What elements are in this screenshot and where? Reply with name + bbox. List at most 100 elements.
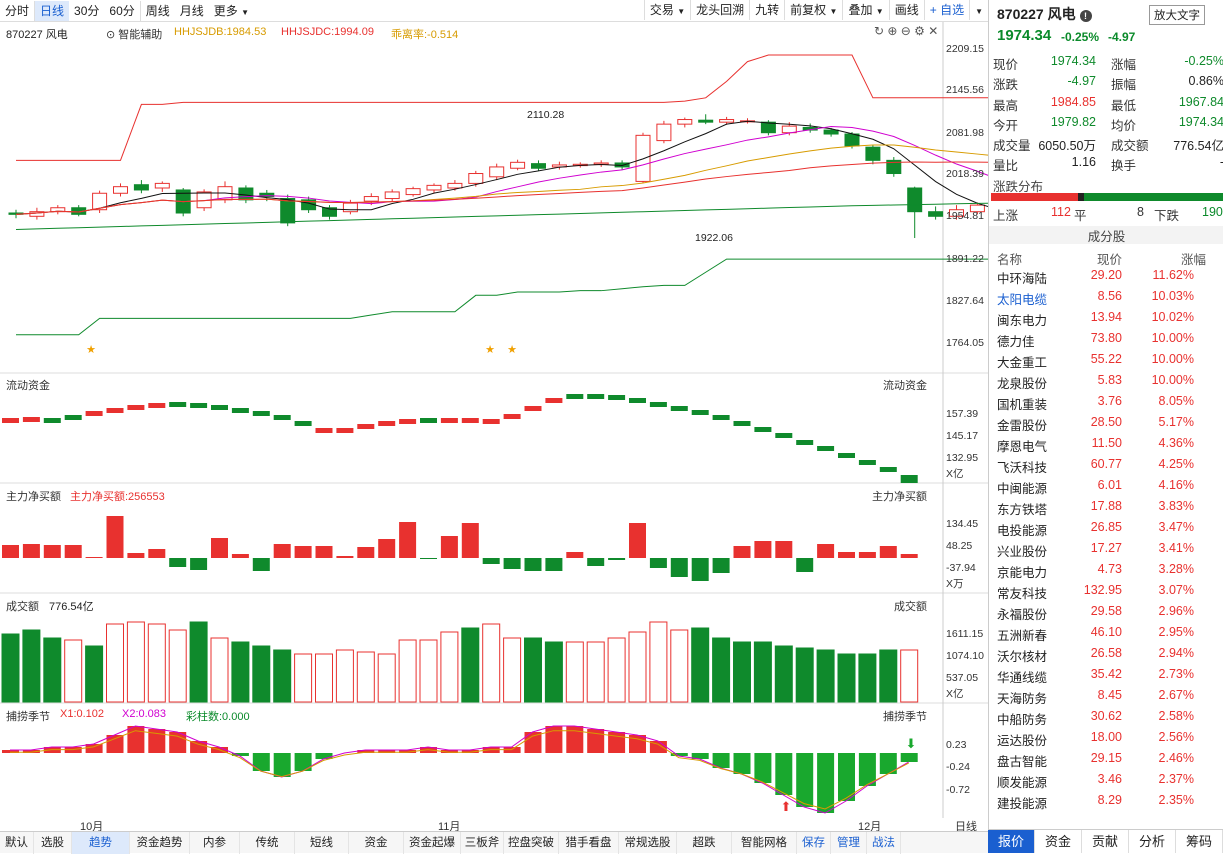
flow-bar [587,394,605,399]
tab-intraday[interactable]: 分时 [5,3,30,18]
smart-assist-toggle[interactable]: ⊙ 智能辅助 [106,26,162,42]
flow-bar [252,411,270,416]
list-item[interactable]: 电投能源 26.85 3.47% [989,518,1223,539]
bottom-tabs: 默认 选股 趋势 资金趋势 内参 传统 短线 资金 资金起爆 三板斧 控盘突破 猎手看盘 常规选股 超跌智… [0,831,988,854]
tab-daily[interactable]: 日线 [34,0,70,21]
right-tab[interactable]: 筹码 [1176,830,1223,853]
component-pct: 3.07% [1158,583,1194,597]
bottom-tab[interactable]: 常规选股 [619,832,677,854]
amount-bar [440,631,459,703]
right-tab[interactable]: 分析 [1129,830,1176,853]
info-icon[interactable]: ! [1079,10,1092,22]
bottom-tab[interactable]: 默认 [0,832,34,854]
list-item[interactable]: 天海防务 8.45 2.67% [989,686,1223,707]
quote-value: 1.16 [1071,155,1096,170]
quote-label: 最高 [993,98,1019,113]
bottom-tab[interactable]: 资金 [349,832,404,854]
list-item[interactable]: 京能电力 4.73 3.28% [989,560,1223,581]
list-item[interactable]: 华通线缆 35.42 2.73% [989,665,1223,686]
list-item[interactable]: 龙泉股份 5.83 10.00% [989,371,1223,392]
quote-label: 振幅 [1111,78,1137,93]
amount-bar [377,653,396,703]
list-item[interactable]: 常友科技 132.95 3.07% [989,581,1223,602]
bottom-tab[interactable]: 选股 [34,832,72,854]
net-buy-bar [482,558,500,564]
list-item[interactable]: 永福股份 29.58 2.96% [989,602,1223,623]
leader-review-button[interactable]: 龙头回溯 [690,0,749,20]
list-item[interactable]: 德力佳 73.80 10.00% [989,329,1223,350]
bottom-tab[interactable]: 资金趋势 [130,832,190,854]
nine-turn-button[interactable]: 九转 [749,0,784,20]
candle-body [259,192,275,198]
lower-band [16,258,988,336]
list-item[interactable]: 国机重装 3.76 8.05% [989,392,1223,413]
col-name[interactable]: 名称 [997,253,1023,267]
component-pct: 2.35% [1158,793,1194,807]
big-text-button[interactable]: 放大文字 [1149,5,1205,25]
buy-arrow-icon: ⬆ [781,799,792,814]
bottom-tab[interactable]: 控盘突破 [504,832,559,854]
chart-controls[interactable]: ↻ ⊕ ⊖ ⚙ ✕ [874,24,939,38]
list-item[interactable]: 建投能源 8.29 2.35% [989,791,1223,812]
trade-button[interactable]: 交易 ▼ [643,0,690,20]
quote-label: 换手 [1111,159,1137,174]
season-x1: X1:0.102 [60,708,105,720]
list-item[interactable]: 沃尔核材 26.58 2.94% [989,644,1223,665]
net-title: 主力净买额 [6,491,61,503]
list-item[interactable]: 金雷股份 28.50 5.17% [989,413,1223,434]
list-item[interactable]: 中船防务 30.62 2.58% [989,707,1223,728]
flow-bar [378,421,396,426]
bottom-tab[interactable]: 管理 [831,832,867,854]
tab-monthly[interactable]: 月线 [179,3,204,18]
draw-button[interactable]: 画线 [888,0,924,20]
list-item[interactable]: 摩恩电气 11.50 4.36% [989,434,1223,455]
list-item[interactable]: 中环海陆 29.20 11.62% [989,266,1223,287]
tab-more[interactable]: 更多 ▼ [209,1,254,21]
list-item[interactable]: 运达股份 18.00 2.56% [989,728,1223,749]
list-item[interactable]: 飞沃科技 60.77 4.25% [989,455,1223,476]
toolbar-dropdown-button[interactable]: ▼ [969,0,988,20]
bottom-tab[interactable]: 战法 [867,832,901,854]
net-buy-bar [524,558,542,571]
bottom-tab[interactable]: 三板斧 [461,832,504,854]
overlay-button[interactable]: 叠加 ▼ [842,0,888,20]
col-price[interactable]: 现价 [1097,253,1123,267]
list-item[interactable]: 闽东电力 13.94 10.02% [989,308,1223,329]
tab-weekly[interactable]: 周线 [139,0,175,21]
list-item[interactable]: 太阳电缆 8.56 10.03% [989,287,1223,308]
right-tab[interactable]: 贡献 [1082,830,1129,853]
list-item[interactable]: 中闽能源 6.01 4.16% [989,476,1223,497]
bottom-tab[interactable]: 传统 [240,832,295,854]
dist-title-label: 涨跌分布 [993,180,1044,194]
net-buy-bar [858,552,876,558]
adjust-button[interactable]: 前复权 ▼ [784,0,842,20]
bottom-tab[interactable]: 短线 [295,832,349,854]
col-pct[interactable]: 涨幅 [1181,253,1207,267]
right-tab[interactable]: 报价 [988,830,1035,853]
main-chart[interactable]: ★ ★ ★ 2110.28 1922.06 ⬆ ⬇ [0,22,988,830]
list-item[interactable]: 东方铁塔 17.88 3.83% [989,497,1223,518]
list-item[interactable]: 盘古智能 29.15 2.46% [989,749,1223,770]
list-item[interactable]: 兴业股份 17.27 3.41% [989,539,1223,560]
hhjsjdc-value: HHJSJDC:1994.09 [281,26,374,38]
bottom-tab[interactable]: 资金起爆 [404,832,461,854]
list-item[interactable]: 顺发能源 3.46 2.37% [989,770,1223,791]
tab-30min[interactable]: 30分 [74,3,100,18]
list-item[interactable]: 五洲新春 46.10 2.95% [989,623,1223,644]
list-item[interactable]: 大金重工 55.22 10.00% [989,350,1223,371]
bottom-tab[interactable]: 超跌 [677,832,732,854]
bottom-tab[interactable]: 猎手看盘 [559,832,619,854]
right-tab[interactable]: 资金 [1035,830,1082,853]
bottom-tab[interactable]: 智能网格 [732,832,797,854]
flat-label: 平 [1074,209,1087,223]
add-watchlist-button[interactable]: + 自选 [923,0,969,20]
season-x2-line [10,725,909,814]
flow-axis-tick: 145.17 [946,430,979,442]
bottom-tab[interactable]: 内参 [190,832,240,854]
bottom-tab[interactable]: 保存 [797,832,831,854]
candle-body [781,125,797,134]
quote-row: 今开 1979.82 均价 1974.34 [989,113,1223,133]
tab-60min[interactable]: 60分 [109,3,135,18]
bottom-tab[interactable]: 趋势 [72,832,130,854]
season-bar [629,735,646,753]
